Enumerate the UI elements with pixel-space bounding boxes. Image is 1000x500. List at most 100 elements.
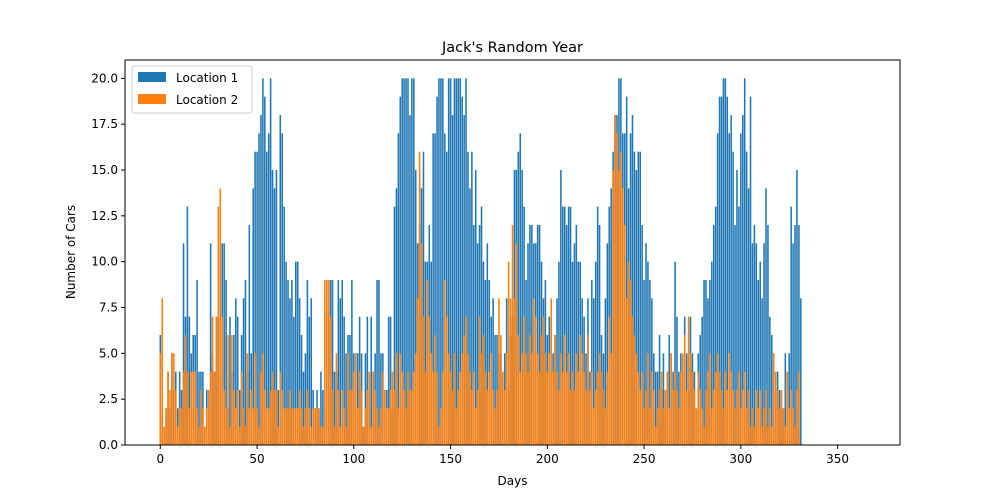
bar-series2-day-144 xyxy=(438,426,440,445)
bar-series1-day-156 xyxy=(461,96,463,446)
bar-series1-day-34 xyxy=(225,280,227,445)
bar-series1-day-295 xyxy=(730,115,732,445)
bar-series2-day-236 xyxy=(616,133,618,445)
bar-series2-day-173 xyxy=(494,408,496,445)
bar-series2-day-263 xyxy=(668,408,671,445)
bar-series2-day-219 xyxy=(583,371,585,445)
bar-series2-day-66 xyxy=(287,408,289,445)
bar-series1-day-36 xyxy=(229,316,231,445)
bar-series2-day-2 xyxy=(163,426,165,445)
bar-series1-day-53 xyxy=(262,78,264,445)
bar-series2-day-31 xyxy=(219,188,222,445)
bar-series1-day-127 xyxy=(405,78,407,445)
bar-series2-day-222 xyxy=(589,390,591,445)
bar-series2-day-299 xyxy=(738,371,740,445)
bar-series2-day-199 xyxy=(544,353,547,445)
bar-series2-day-5 xyxy=(169,390,171,445)
y-axis-label: Number of Cars xyxy=(64,205,78,299)
bar-series1-day-230 xyxy=(604,298,607,445)
bar-series1-day-307 xyxy=(753,225,756,445)
y-tick-label: 2.5 xyxy=(99,392,118,406)
bar-series2-day-215 xyxy=(575,353,578,445)
bar-series2-day-237 xyxy=(618,170,620,445)
bar-series2-day-310 xyxy=(759,390,761,445)
bar-series2-day-136 xyxy=(422,316,425,445)
bar-series2-day-195 xyxy=(536,353,539,445)
bar-series2-day-241 xyxy=(625,298,628,445)
bar-series2-day-165 xyxy=(478,316,481,445)
bar-series1-day-224 xyxy=(593,298,595,445)
bar-series2-day-203 xyxy=(552,371,554,445)
bar-series2-day-29 xyxy=(215,316,218,445)
bar-series2-day-132 xyxy=(414,353,417,445)
legend-swatch-location-1 xyxy=(138,72,166,82)
bar-series2-day-192 xyxy=(531,353,533,445)
bar-series2-day-297 xyxy=(734,408,736,445)
bar-series1-day-231 xyxy=(606,243,609,445)
bar-series1-day-299 xyxy=(738,206,740,445)
bar-series1-day-44 xyxy=(244,280,247,445)
bar-series2-day-125 xyxy=(401,371,403,445)
bar-series2-day-23 xyxy=(204,426,206,445)
bar-series1-day-122 xyxy=(395,188,398,445)
bar-series2-day-326 xyxy=(790,390,792,445)
bar-series2-day-53 xyxy=(262,353,264,445)
bar-series2-day-301 xyxy=(742,390,744,445)
x-tick-label: 350 xyxy=(826,452,849,466)
bar-series1-day-146 xyxy=(442,78,444,445)
bar-series2-day-258 xyxy=(658,390,661,445)
bar-series1-day-118 xyxy=(387,316,390,445)
bar-series2-day-201 xyxy=(548,353,551,445)
bar-series2-day-133 xyxy=(416,298,419,445)
bar-series2-day-226 xyxy=(596,371,599,445)
bar-series2-day-120 xyxy=(391,371,394,445)
bar-series2-day-109 xyxy=(370,426,373,445)
bar-series1-day-297 xyxy=(734,225,736,445)
bar-series1-day-211 xyxy=(567,206,570,445)
bar-series2-day-202 xyxy=(550,298,552,445)
bar-series1-day-306 xyxy=(751,243,754,445)
bar-series1-day-126 xyxy=(403,78,405,445)
bar-series1-day-287 xyxy=(714,206,717,445)
bar-series1-day-302 xyxy=(743,78,746,445)
bar-series1-day-56 xyxy=(267,133,270,445)
bar-series1-day-9 xyxy=(176,408,179,445)
bar-series2-day-320 xyxy=(778,408,781,445)
bar-series2-day-50 xyxy=(256,408,258,445)
bar-series1-day-93 xyxy=(339,298,342,445)
bar-series2-day-266 xyxy=(674,371,676,445)
bar-series1-day-158 xyxy=(465,78,467,445)
bar-series2-day-162 xyxy=(473,371,475,445)
bar-series2-day-249 xyxy=(641,371,643,445)
bar-series1-day-141 xyxy=(432,133,434,445)
bar-series1-day-129 xyxy=(409,115,411,445)
bar-series1-day-263 xyxy=(668,335,671,445)
bar-series2-day-230 xyxy=(604,408,607,445)
bar-series2-day-143 xyxy=(436,371,438,445)
bar-series2-day-279 xyxy=(699,390,701,445)
bar-series2-day-295 xyxy=(730,371,732,445)
bar-series1-day-251 xyxy=(645,243,647,445)
bar-series2-day-96 xyxy=(345,426,347,445)
bar-series2-day-61 xyxy=(277,426,280,445)
bar-series2-day-243 xyxy=(629,280,632,445)
bar-series1-day-154 xyxy=(457,78,460,445)
bar-series2-day-330 xyxy=(798,371,800,445)
bar-series2-day-283 xyxy=(707,371,709,445)
bar-series1-day-15 xyxy=(188,316,191,445)
bar-series1-day-54 xyxy=(264,96,266,446)
bar-series2-day-152 xyxy=(453,353,456,445)
bar-series1-day-215 xyxy=(575,225,578,445)
bar-series2-day-194 xyxy=(534,316,537,445)
bar-series1-day-119 xyxy=(389,316,392,445)
bar-series1-day-63 xyxy=(281,133,283,445)
bar-series2-day-98 xyxy=(349,390,351,445)
chart-title: Jack's Random Year xyxy=(441,40,583,56)
bar-series1-day-187 xyxy=(521,170,523,445)
bar-series1-day-323 xyxy=(784,353,787,445)
bar-series1-day-41 xyxy=(238,390,241,445)
bar-series2-day-112 xyxy=(376,408,378,445)
bar-series2-day-229 xyxy=(602,390,605,445)
bar-series2-day-211 xyxy=(567,353,570,445)
bar-series1-day-19 xyxy=(196,280,198,445)
